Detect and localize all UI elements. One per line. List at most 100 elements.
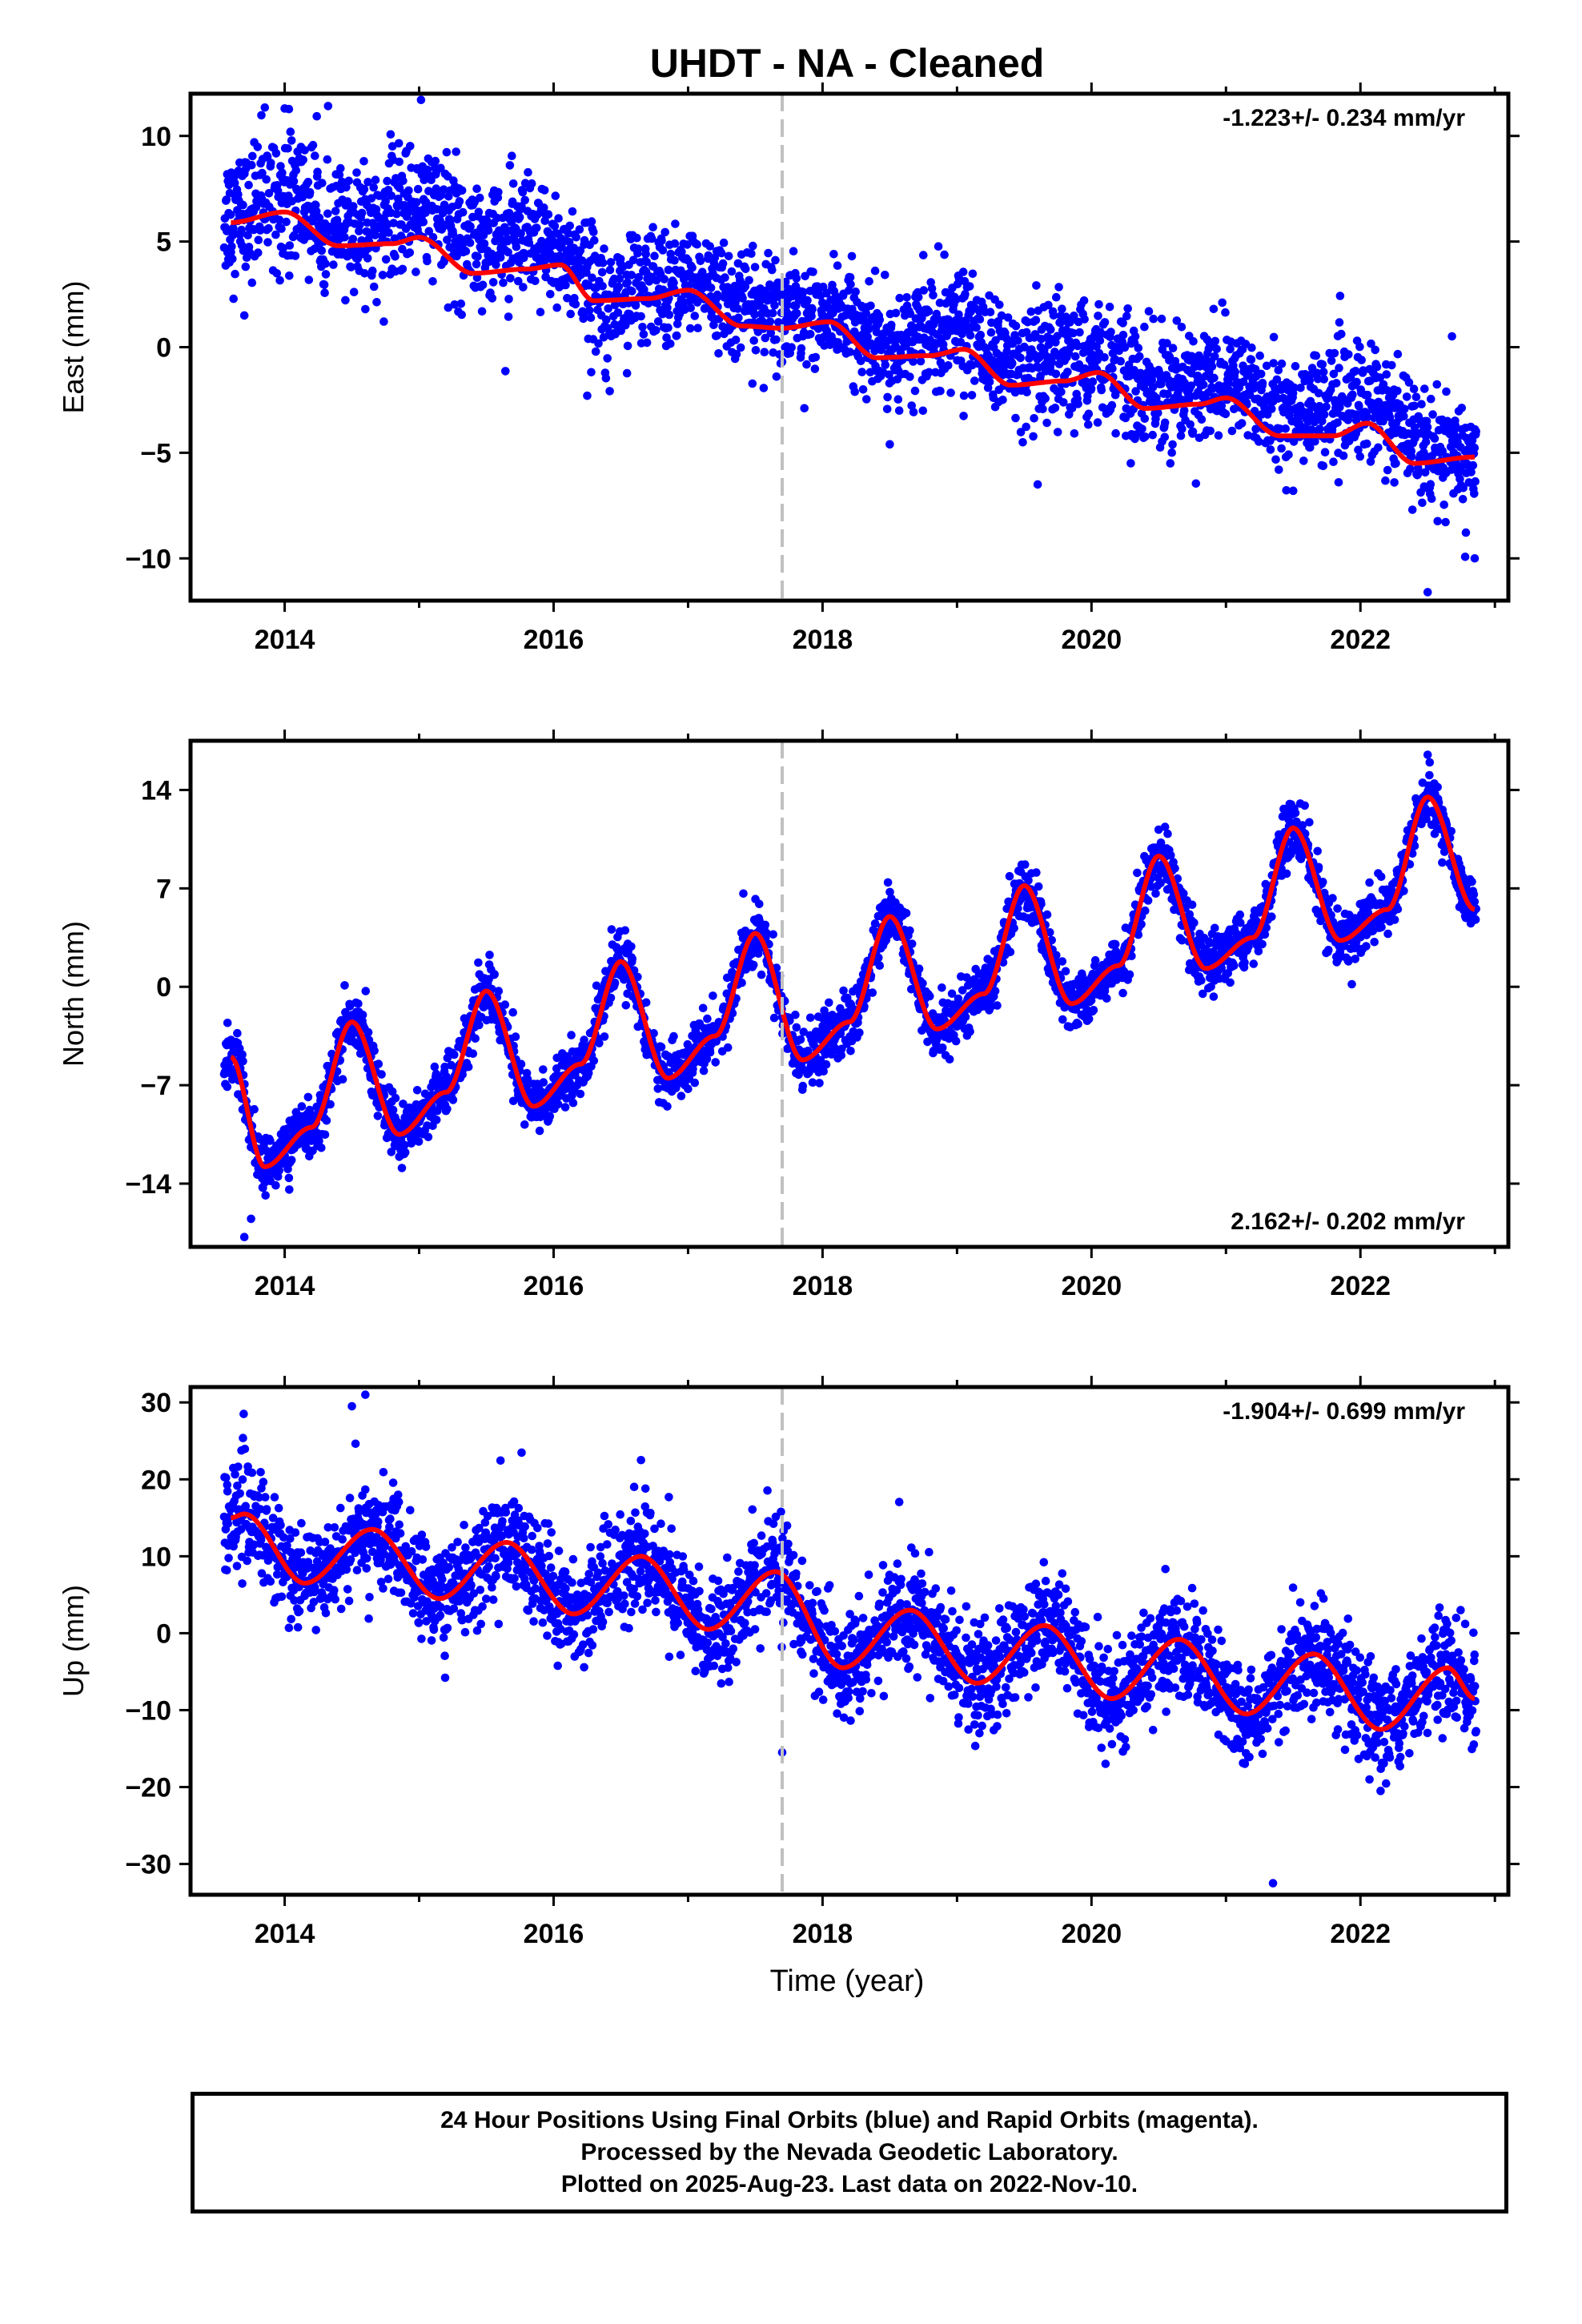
data-point (883, 878, 893, 887)
data-point (432, 1116, 441, 1124)
data-point (761, 928, 771, 938)
data-point (792, 274, 801, 283)
data-point (986, 328, 996, 337)
data-point (474, 958, 483, 967)
data-point (318, 179, 327, 187)
data-point (508, 151, 516, 160)
data-point (769, 295, 778, 304)
data-point (303, 1092, 313, 1102)
points-north (219, 750, 1480, 1242)
data-point (1393, 386, 1402, 396)
data-point (1247, 343, 1256, 352)
data-point (607, 925, 616, 934)
data-point (1329, 369, 1339, 379)
data-point (399, 176, 408, 186)
data-point (363, 178, 372, 187)
data-point (620, 926, 630, 935)
data-point (1080, 315, 1089, 324)
data-point (1470, 489, 1479, 498)
data-point (262, 1146, 271, 1156)
data-point (1402, 392, 1411, 401)
data-point (297, 1102, 307, 1111)
data-point (610, 978, 620, 987)
data-point (748, 379, 757, 388)
data-point (465, 238, 475, 247)
data-point (1420, 384, 1429, 393)
data-point (757, 970, 766, 979)
data-point (400, 200, 409, 210)
data-point (907, 939, 917, 948)
data-point (276, 162, 285, 171)
data-point (602, 315, 611, 324)
data-point (1003, 313, 1013, 322)
data-point (1024, 876, 1033, 885)
data-point (664, 265, 673, 275)
data-point (378, 271, 387, 279)
data-point (1319, 461, 1328, 471)
data-point (1271, 455, 1280, 464)
data-point (591, 347, 600, 356)
data-point (553, 1100, 563, 1109)
data-point (800, 404, 809, 413)
data-point (1470, 553, 1480, 563)
data-point (1351, 367, 1360, 376)
data-point (665, 310, 674, 320)
data-point (1197, 415, 1207, 424)
data-point (424, 1132, 433, 1142)
data-point (1186, 381, 1195, 391)
data-point (738, 294, 747, 303)
data-point (1022, 422, 1030, 432)
data-point (230, 179, 239, 187)
data-point (1458, 495, 1468, 504)
data-point (318, 227, 327, 236)
data-point (394, 139, 404, 148)
data-point (400, 1140, 409, 1150)
data-point (965, 282, 974, 291)
data-point (1088, 377, 1098, 386)
data-point (913, 292, 923, 302)
data-point (248, 151, 257, 161)
data-point (1266, 445, 1275, 454)
data-point (386, 130, 396, 139)
data-point (846, 279, 855, 289)
data-point (397, 1164, 407, 1172)
data-point (966, 1027, 974, 1036)
data-point (799, 1027, 809, 1036)
data-point (885, 887, 894, 897)
data-point (414, 1137, 424, 1146)
data-point (604, 290, 613, 300)
data-point (1231, 368, 1239, 376)
data-point (539, 1065, 548, 1074)
data-point (841, 311, 850, 320)
data-point (622, 368, 632, 378)
data-point (1348, 390, 1357, 400)
data-point (829, 250, 838, 259)
data-point (564, 229, 573, 238)
data-point (344, 176, 354, 186)
data-point (649, 1029, 658, 1038)
data-point (381, 255, 391, 264)
data-point (670, 255, 679, 265)
data-point (361, 304, 370, 314)
data-point (239, 200, 247, 210)
data-point (571, 300, 580, 309)
data-point (1391, 459, 1400, 468)
data-point (1404, 378, 1414, 387)
data-point (488, 278, 498, 287)
data-point (1329, 457, 1338, 466)
data-point (496, 253, 505, 262)
data-point (693, 298, 702, 307)
data-point (1432, 380, 1442, 389)
data-point (1251, 424, 1260, 433)
data-point (504, 312, 513, 321)
data-point (311, 207, 321, 216)
data-point (1439, 501, 1448, 509)
data-point (749, 241, 757, 251)
data-point (1057, 388, 1066, 396)
data-point (1239, 377, 1248, 387)
data-point (1186, 420, 1195, 429)
data-point (391, 1093, 400, 1103)
data-point (247, 278, 257, 287)
data-point (758, 317, 768, 327)
